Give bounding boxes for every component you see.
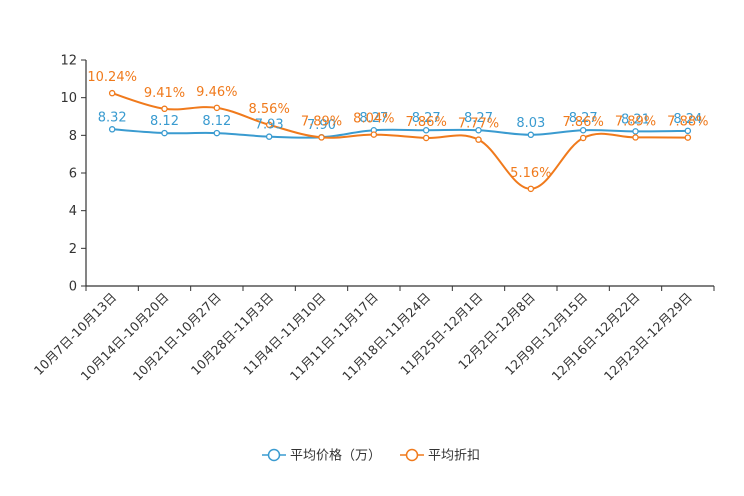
data-point (161, 129, 168, 137)
series-avg-price (108, 126, 692, 141)
data-label: 7.86% (406, 115, 447, 130)
data-point (161, 105, 168, 113)
data-point (579, 134, 587, 142)
data-label: 8.56% (249, 102, 290, 117)
y-tick-label: 10 (60, 91, 77, 106)
data-label: 5.16% (510, 166, 551, 181)
data-label: 7.90 (307, 118, 336, 133)
data-point (527, 131, 535, 139)
y-tick-label: 2 (69, 242, 77, 257)
data-label: 8.12 (150, 114, 179, 129)
data-point (370, 131, 378, 138)
data-label: 9.41% (144, 86, 185, 101)
data-point (632, 134, 639, 141)
legend[interactable]: 平均价格（万） 平均折扣 (262, 448, 480, 464)
data-label: 8.27 (464, 111, 493, 126)
x-tick-label: 12月16日-12月22日 (548, 290, 642, 384)
data-point (265, 121, 273, 129)
data-point (527, 185, 535, 193)
legend-label: 平均价格（万） (290, 448, 381, 464)
data-label: 7.89% (615, 114, 656, 129)
data-point (579, 126, 587, 134)
x-tick-label: 11月18日-11月24日 (339, 290, 433, 384)
legend-item-avg-price[interactable]: 平均价格（万） (262, 448, 381, 464)
data-point (213, 104, 221, 112)
data-label: 8.21 (621, 112, 650, 127)
x-axis: 10月7日-10月13日10月14日-10月20日10月21日-10月27日10… (31, 285, 715, 384)
data-point (475, 136, 482, 143)
data-label: 7.88% (667, 115, 708, 130)
data-label: 7.89% (301, 114, 342, 129)
series-line (111, 92, 688, 190)
data-label: 7.93 (255, 118, 284, 133)
series-line (112, 128, 688, 139)
data-label: 8.03 (516, 116, 545, 131)
x-tick-label: 10月14日-10月20日 (77, 290, 171, 384)
data-point (475, 126, 482, 134)
y-tick-label: 6 (69, 167, 77, 182)
data-label: 8.24 (673, 112, 702, 127)
data-label: 10.24% (87, 70, 137, 85)
x-tick-label: 10月21日-10月27日 (130, 290, 224, 384)
data-label: 8.12 (202, 114, 231, 129)
data-point (422, 126, 430, 134)
y-axis: 0 2 4 6 8 10 12 (60, 54, 87, 295)
legend-marker-icon (267, 448, 281, 462)
y-tick-label: 12 (60, 54, 77, 69)
data-label: 7.77% (458, 117, 499, 132)
data-point (108, 126, 116, 133)
data-label: 8.04% (353, 112, 394, 127)
series-avg-discount (108, 89, 692, 193)
data-point (422, 134, 430, 142)
legend-label: 平均折扣 (428, 449, 480, 464)
y-tick-label: 0 (69, 280, 77, 295)
x-tick-label: 11月11日-11月17日 (287, 290, 381, 384)
legend-marker-icon (405, 448, 419, 462)
data-label: 8.32 (98, 110, 127, 125)
data-point (213, 129, 221, 137)
data-point (108, 89, 116, 97)
data-labels: 8.32 8.12 8.12 7.93 7.90 8.27 8.27 8.27 8.03 8.27… (87, 70, 708, 181)
x-tick-label: 12月23日-12月29日 (601, 290, 695, 384)
data-label: 8.27 (359, 111, 388, 126)
data-point (684, 134, 692, 141)
data-label: 8.27 (569, 111, 598, 126)
data-point (318, 134, 325, 141)
series-layer (108, 89, 692, 193)
legend-item-avg-discount[interactable]: 平均折扣 (400, 449, 480, 464)
y-tick-label: 8 (69, 129, 77, 144)
data-point (632, 128, 639, 135)
data-label: 7.86% (563, 115, 604, 130)
y-tick-label: 4 (69, 204, 77, 219)
data-point (684, 127, 692, 135)
data-point (265, 133, 273, 140)
data-label: 9.46% (196, 85, 237, 100)
data-label: 8.27 (412, 111, 441, 126)
